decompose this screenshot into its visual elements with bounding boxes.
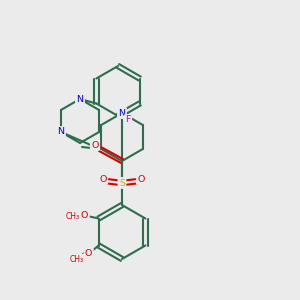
Text: O: O	[99, 175, 107, 184]
Text: O: O	[91, 140, 99, 149]
Text: O: O	[137, 175, 145, 184]
Text: S: S	[119, 178, 125, 188]
Text: O: O	[81, 211, 88, 220]
Text: CH₃: CH₃	[70, 255, 84, 264]
Text: CH₃: CH₃	[66, 212, 80, 221]
Text: O: O	[85, 249, 92, 258]
Text: N: N	[118, 109, 125, 118]
Text: N: N	[57, 128, 64, 136]
Text: N: N	[76, 94, 83, 103]
Text: F: F	[125, 116, 131, 124]
